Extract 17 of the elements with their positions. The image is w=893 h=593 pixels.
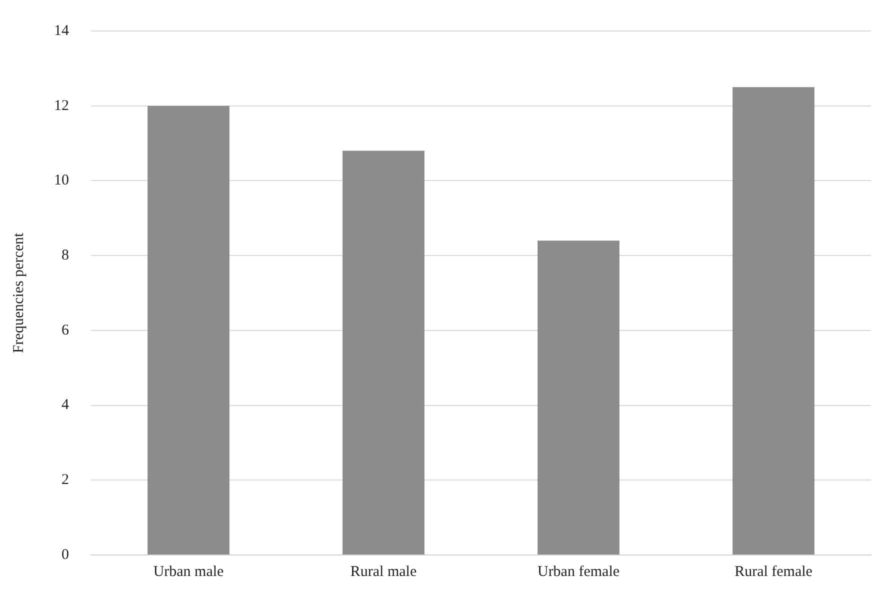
y-tick-label: 14 <box>54 22 70 39</box>
bar <box>148 106 230 554</box>
x-tick-label: Rural female <box>734 564 813 580</box>
y-tick-label: 0 <box>62 546 69 563</box>
y-tick-label: 4 <box>62 397 70 414</box>
y-tick-label: 8 <box>62 248 69 264</box>
x-tick-label: Urban male <box>153 564 224 580</box>
y-tick-label: 10 <box>54 172 69 189</box>
y-tick-label: 6 <box>62 322 70 338</box>
y-tick-label: 12 <box>54 98 69 114</box>
x-tick-label: Urban female <box>537 564 620 580</box>
y-axis-title: Frequencies percent <box>10 232 27 354</box>
bar <box>342 150 424 554</box>
y-tick-label: 2 <box>62 472 69 488</box>
bar <box>732 87 814 554</box>
x-tick-label: Rural male <box>350 564 417 580</box>
bar <box>538 240 620 554</box>
